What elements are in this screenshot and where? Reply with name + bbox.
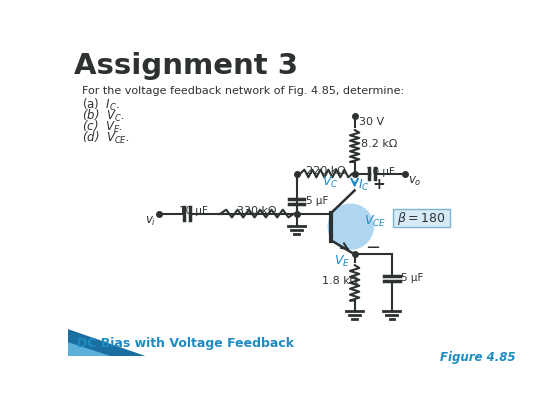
Text: $v_o$: $v_o$ <box>408 175 422 188</box>
Text: 5 μF: 5 μF <box>401 273 424 283</box>
Text: $V_{CE}$: $V_{CE}$ <box>364 214 386 229</box>
Text: (a)  $I_C$.: (a) $I_C$. <box>82 97 119 113</box>
Text: $\beta=180$: $\beta=180$ <box>397 210 445 227</box>
Text: $v_i$: $v_i$ <box>145 215 156 228</box>
Polygon shape <box>68 329 146 356</box>
Text: 30 V: 30 V <box>359 116 384 126</box>
Text: $V_C$: $V_C$ <box>323 175 339 190</box>
Text: DC Bias with Voltage Feedback: DC Bias with Voltage Feedback <box>77 337 294 350</box>
Circle shape <box>327 204 374 250</box>
FancyBboxPatch shape <box>393 209 450 228</box>
Text: −: − <box>365 239 381 257</box>
Text: (d)  $V_{CE}$.: (d) $V_{CE}$. <box>82 130 129 146</box>
Text: (c)  $V_E$.: (c) $V_E$. <box>82 119 123 135</box>
Text: 5 μF: 5 μF <box>306 196 328 206</box>
Text: Figure 4.85: Figure 4.85 <box>440 351 515 364</box>
Text: (b)  $V_C$.: (b) $V_C$. <box>82 108 124 124</box>
Text: +: + <box>372 177 385 192</box>
Text: 10 μF: 10 μF <box>179 206 207 216</box>
Polygon shape <box>68 342 110 356</box>
Text: 220 kΩ: 220 kΩ <box>306 166 346 176</box>
Text: 330 kΩ: 330 kΩ <box>237 206 277 216</box>
Text: 1.8 kΩ: 1.8 kΩ <box>322 276 358 286</box>
Text: 10 μF: 10 μF <box>366 166 395 176</box>
Text: 8.2 kΩ: 8.2 kΩ <box>361 139 397 149</box>
Text: For the voltage feedback network of Fig. 4.85, determine:: For the voltage feedback network of Fig.… <box>82 86 404 96</box>
Text: $I_C$: $I_C$ <box>358 178 370 193</box>
Text: Assignment 3: Assignment 3 <box>74 52 298 80</box>
Text: $V_E$: $V_E$ <box>334 254 350 269</box>
